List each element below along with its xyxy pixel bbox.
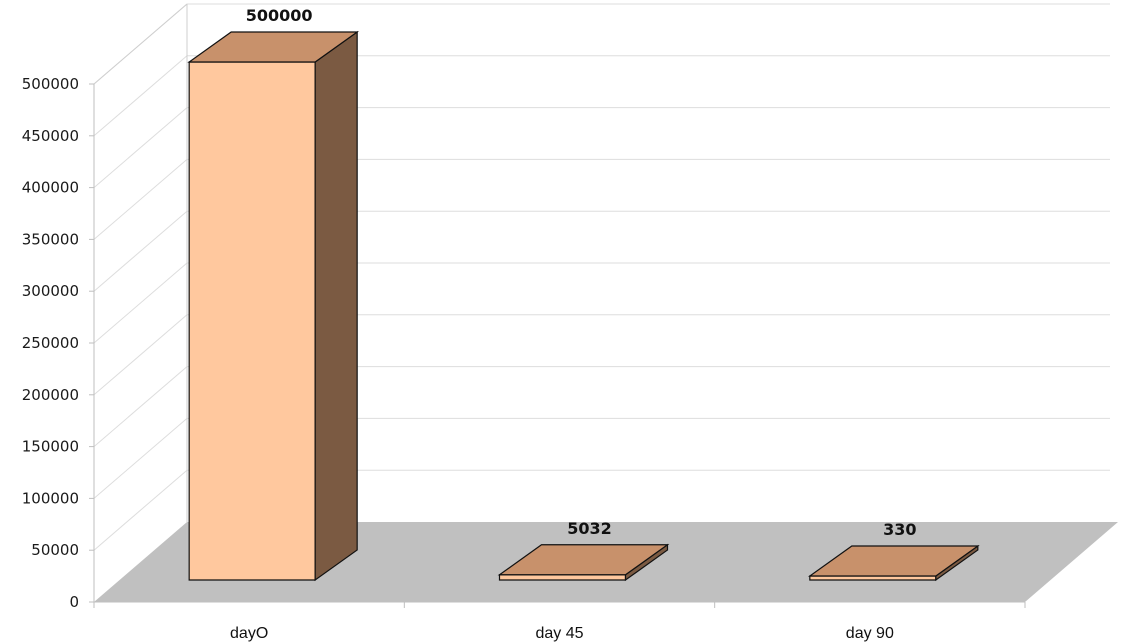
gridline-side	[93, 55, 188, 137]
gridline-side	[93, 469, 188, 551]
y-tick-label: 50000	[31, 541, 79, 559]
wall-top-edge	[93, 3, 188, 85]
data-label: 500000	[246, 6, 313, 25]
gridline-side	[93, 159, 188, 240]
bars	[187, 30, 980, 582]
y-tick-label: 500000	[22, 75, 79, 93]
wall-edges	[93, 3, 188, 522]
y-tick-label: 100000	[22, 489, 79, 507]
x-tick-label: dayO	[230, 625, 268, 642]
bar-top-face	[497, 544, 670, 576]
data-labels: 500000 5032 330	[246, 6, 917, 539]
x-tick-label: day 90	[846, 625, 894, 642]
y-tick-label: 350000	[22, 230, 79, 248]
gridline-side	[93, 314, 188, 396]
back-wall	[187, 9, 1110, 522]
gridline-side	[93, 366, 188, 447]
gridline-side	[93, 210, 188, 292]
y-tick-label: 400000	[22, 179, 79, 197]
bar-front-face	[498, 574, 627, 581]
y-tick-label: 300000	[22, 282, 79, 300]
side-wall	[94, 9, 187, 602]
bar-top-face	[187, 31, 360, 63]
gridline-side	[93, 418, 188, 499]
bar-front-face	[188, 61, 316, 581]
back-walls	[94, 9, 1110, 602]
bar-top-face	[807, 545, 980, 577]
y-tick-label: 0	[69, 593, 79, 611]
bar	[807, 544, 980, 582]
data-label: 5032	[567, 519, 612, 538]
gridline-side	[93, 262, 188, 344]
bar	[497, 543, 670, 582]
data-label: 330	[883, 520, 916, 539]
y-tick-label: 150000	[22, 438, 79, 456]
y-axis: 0 50000 100000 150000 200000 250000 300000 3500…	[22, 75, 95, 611]
y-tick-label: 450000	[22, 127, 79, 145]
y-tick-label: 200000	[22, 386, 79, 404]
gridline-side	[93, 107, 188, 188]
y-tick-label: 250000	[22, 334, 79, 352]
x-tick-label: day 45	[535, 625, 583, 642]
bar	[187, 30, 360, 582]
bar-side-face	[314, 30, 358, 582]
x-axis: dayO day 45 day 90	[93, 601, 1026, 642]
